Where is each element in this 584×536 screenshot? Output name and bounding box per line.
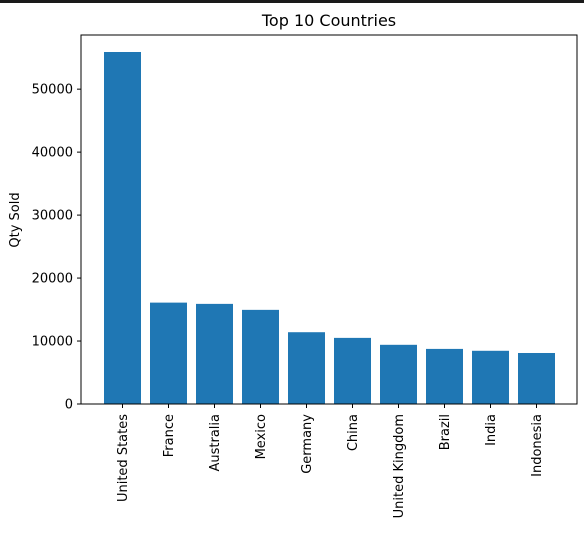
bars-group — [104, 52, 555, 404]
chart-title: Top 10 Countries — [261, 11, 396, 30]
bar — [288, 332, 325, 404]
y-axis-ticks: 0 10000 20000 30000 40000 50000 — [32, 83, 81, 413]
x-tick-label: United Kingdom — [392, 414, 407, 518]
bar — [518, 352, 555, 404]
x-tick-label: Mexico — [254, 414, 269, 459]
bar — [380, 344, 417, 404]
bar — [472, 350, 509, 404]
x-tick-label: Australia — [208, 414, 223, 472]
bar — [196, 303, 233, 404]
x-tick-label: Indonesia — [530, 414, 545, 477]
bar — [334, 337, 371, 404]
bar — [104, 52, 141, 404]
y-axis-label: Qty Sold — [8, 192, 23, 247]
y-tick-label: 50000 — [32, 83, 73, 98]
x-tick-label: United States — [116, 414, 131, 502]
x-tick-label: Brazil — [438, 414, 453, 450]
plot-frame — [80, 34, 578, 405]
bar — [150, 302, 187, 404]
x-tick-label: India — [484, 414, 499, 446]
y-tick-label: 30000 — [32, 209, 73, 224]
bar — [426, 348, 463, 404]
x-tick-label: Germany — [300, 414, 315, 474]
y-tick-label: 20000 — [32, 272, 73, 287]
window-top-border — [0, 0, 584, 3]
x-tick-label: France — [162, 414, 177, 457]
x-axis-ticks: United States France Australia Mexico German… — [116, 404, 545, 518]
y-tick-label: 10000 — [32, 335, 73, 350]
y-tick-label: 40000 — [32, 146, 73, 161]
x-tick-label: China — [346, 414, 361, 451]
bar — [242, 309, 279, 404]
y-tick-label: 0 — [65, 398, 73, 413]
